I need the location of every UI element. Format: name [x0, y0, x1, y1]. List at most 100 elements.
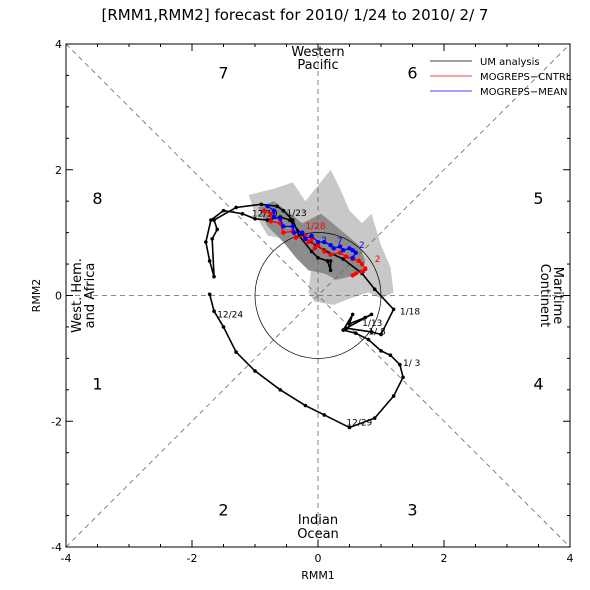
series-point-um-analysis: [328, 259, 333, 263]
series-point-mogreps-mean: [290, 224, 295, 229]
series-point-mogreps-cntrl: [363, 266, 368, 272]
series-point-um-analysis: [344, 326, 349, 330]
legend-label: UM analysis: [480, 57, 540, 68]
date-annotation: 2: [359, 241, 365, 251]
date-annotation: 2: [375, 255, 381, 265]
date-annotation: 1/23: [287, 209, 307, 219]
series-point-um-analysis: [210, 237, 214, 241]
series-point-mogreps-mean: [271, 208, 277, 213]
series-point-um-analysis: [379, 349, 383, 353]
series-point-um-analysis: [391, 394, 396, 398]
series-point-um-analysis: [372, 416, 377, 420]
region-label-west-hem-africa: and Africa: [83, 263, 98, 329]
y-tick-label: 4: [55, 38, 62, 51]
series-point-um-analysis: [398, 362, 402, 367]
series-point-um-analysis: [379, 332, 383, 337]
series-point-um-analysis: [204, 240, 208, 244]
series-point-um-analysis: [303, 403, 308, 408]
series-point-mogreps-mean: [300, 230, 305, 235]
x-tick-label: 0: [315, 552, 322, 565]
series-point-mogreps-mean: [303, 236, 308, 242]
y-tick-label: -2: [51, 415, 62, 428]
series-point-um-analysis: [253, 369, 257, 373]
series-point-um-analysis: [212, 274, 216, 279]
series-point-um-analysis: [328, 268, 333, 273]
region-label-indian-ocean: Indian: [298, 513, 338, 528]
series-point-mogreps-cntrl: [293, 235, 299, 240]
series-point-mogreps-cntrl: [337, 250, 343, 255]
x-tick-label: 2: [441, 552, 448, 565]
series-point-um-analysis: [341, 257, 346, 261]
series-point-mogreps-cntrl: [356, 258, 362, 264]
series-point-um-analysis: [265, 218, 270, 222]
series-point-um-analysis: [278, 388, 283, 392]
series-point-mogreps-cntrl: [281, 230, 286, 235]
series-point-mogreps-cntrl: [309, 236, 314, 242]
series-point-mogreps-cntrl: [328, 252, 333, 257]
series-point-mogreps-mean: [271, 214, 277, 220]
series-point-mogreps-mean: [291, 230, 297, 235]
series-point-mogreps-mean: [278, 216, 283, 221]
series-point-um-analysis: [341, 328, 346, 332]
series-point-um-analysis: [369, 330, 374, 334]
series-point-mogreps-mean: [353, 250, 358, 255]
phase-label: 4: [533, 375, 543, 394]
series-point-mogreps-mean: [309, 233, 314, 238]
series-point-um-analysis: [209, 218, 213, 222]
series-point-mogreps-cntrl: [268, 219, 273, 224]
series-point-um-analysis: [215, 227, 219, 232]
series-point-um-analysis: [309, 249, 314, 254]
series-point-um-analysis: [207, 292, 212, 297]
series-point-mogreps-cntrl: [344, 254, 349, 259]
date-annotation: 1/ 3: [403, 359, 420, 369]
series-point-um-analysis: [221, 208, 226, 213]
phase-label: 5: [533, 189, 543, 208]
series-point-um-analysis: [325, 259, 330, 263]
series-point-mogreps-mean: [350, 255, 355, 260]
series-point-um-analysis: [234, 205, 238, 210]
series-point-um-analysis: [212, 309, 216, 314]
phase-label: 6: [407, 63, 417, 82]
date-annotation: 1/13: [362, 319, 382, 329]
series-point-um-analysis: [240, 211, 245, 216]
region-label-maritime-continent: Continent: [537, 264, 552, 328]
series-point-mogreps-cntrl: [262, 208, 267, 213]
series-point-um-analysis: [388, 353, 393, 358]
date-annotation: 12/19: [252, 210, 278, 220]
series-point-mogreps-mean: [265, 204, 270, 209]
series-layer: 12/19 1/23 12/24 12/29 1/ 3 1/18 1/131/ 8 1/28 2…: [204, 202, 420, 430]
series-point-mogreps-cntrl: [306, 239, 311, 245]
series-point-mogreps-cntrl: [350, 273, 355, 278]
region-label-western-pacific: Pacific: [297, 58, 338, 73]
series-point-mogreps-mean: [315, 239, 321, 245]
x-axis-label: RMM1: [301, 569, 335, 582]
region-label-west-hem-africa: West. Hem.: [70, 258, 85, 333]
date-annotation: 7: [337, 237, 343, 247]
series-point-um-analysis: [363, 315, 368, 320]
series-point-mogreps-mean: [350, 248, 355, 253]
series-point-um-analysis: [291, 218, 295, 222]
x-tick-label: 4: [567, 552, 574, 565]
guide-lines: [65, 43, 571, 548]
series-point-um-analysis: [287, 218, 292, 222]
phase-label: 1: [92, 375, 102, 394]
series-point-um-analysis: [253, 216, 257, 221]
series-point-um-analysis: [350, 312, 355, 317]
series-point-mogreps-cntrl: [359, 261, 365, 267]
region-label-western-pacific: Western: [291, 45, 344, 60]
series-point-um-analysis: [212, 218, 216, 222]
date-annotation: 2: [321, 236, 327, 246]
diagonal-guide-line: [65, 43, 571, 548]
series-point-mogreps-mean: [331, 246, 336, 251]
series-point-mogreps-mean: [328, 243, 333, 248]
phase-label: 2: [218, 500, 228, 519]
date-annotation: 1/28: [305, 222, 325, 232]
series-point-um-analysis: [347, 425, 352, 430]
date-annotation: 1/18: [400, 308, 420, 318]
series-point-um-analysis: [372, 287, 377, 292]
series-point-um-analysis: [354, 331, 358, 336]
series-point-mogreps-cntrl: [315, 243, 321, 248]
